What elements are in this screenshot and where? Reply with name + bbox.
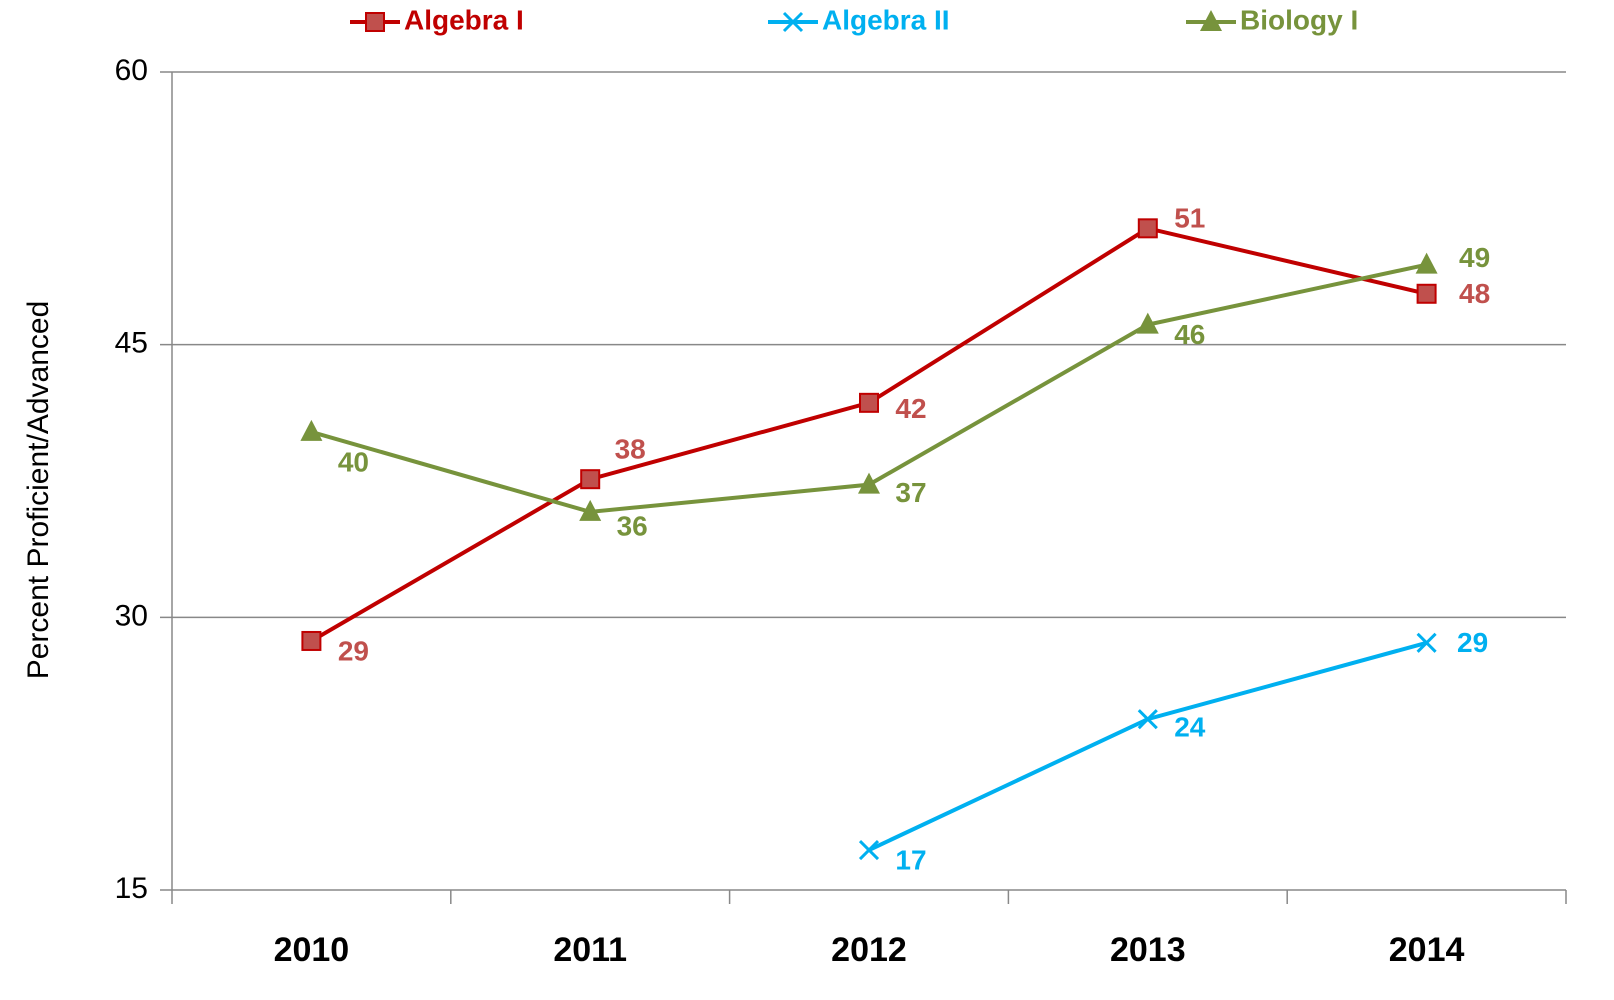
data-label: 17 bbox=[895, 844, 926, 875]
data-label: 46 bbox=[1174, 319, 1205, 350]
data-label: 48 bbox=[1459, 278, 1490, 309]
data-point bbox=[859, 392, 879, 413]
data-label: 49 bbox=[1459, 242, 1490, 273]
x-tick-label: 2011 bbox=[553, 931, 627, 969]
y-tick-label: 60 bbox=[115, 54, 148, 87]
data-label: 29 bbox=[338, 635, 369, 666]
y-tick-label: 30 bbox=[115, 599, 148, 632]
y-axis-label: Percent Proficient/Advanced bbox=[22, 301, 55, 680]
data-label: 51 bbox=[1174, 203, 1205, 234]
legend-marker bbox=[782, 11, 804, 33]
data-point bbox=[300, 419, 323, 441]
data-point bbox=[1416, 283, 1437, 304]
data-point bbox=[301, 630, 322, 651]
data-point bbox=[858, 839, 880, 861]
data-point bbox=[579, 499, 602, 521]
data-point bbox=[858, 472, 880, 494]
series-line bbox=[310, 226, 1428, 643]
legend-marker bbox=[1200, 10, 1222, 31]
data-point bbox=[1416, 632, 1437, 653]
y-tick-label: 45 bbox=[115, 327, 148, 360]
x-tick-label: 2010 bbox=[274, 931, 350, 969]
data-label: 29 bbox=[1457, 627, 1488, 658]
data-point bbox=[1136, 312, 1159, 334]
legend-label: Algebra I bbox=[404, 4, 524, 35]
x-tick-label: 2012 bbox=[831, 931, 907, 969]
data-label: 38 bbox=[615, 434, 646, 465]
x-tick-label: 2014 bbox=[1389, 931, 1465, 969]
data-label: 40 bbox=[338, 446, 369, 477]
data-point bbox=[1137, 218, 1158, 239]
data-point bbox=[580, 469, 601, 490]
x-tick-label: 2013 bbox=[1110, 931, 1186, 969]
legend-label: Algebra II bbox=[822, 4, 950, 35]
data-point bbox=[1415, 252, 1438, 274]
data-label: 36 bbox=[617, 510, 648, 541]
y-tick-label: 15 bbox=[115, 872, 148, 905]
legend-label: Biology I bbox=[1240, 4, 1358, 35]
legend-marker bbox=[365, 12, 385, 32]
data-point bbox=[1137, 709, 1158, 730]
data-label: 42 bbox=[895, 393, 926, 424]
series-line bbox=[868, 640, 1428, 852]
data-label: 24 bbox=[1174, 712, 1206, 743]
data-label: 37 bbox=[895, 477, 926, 508]
